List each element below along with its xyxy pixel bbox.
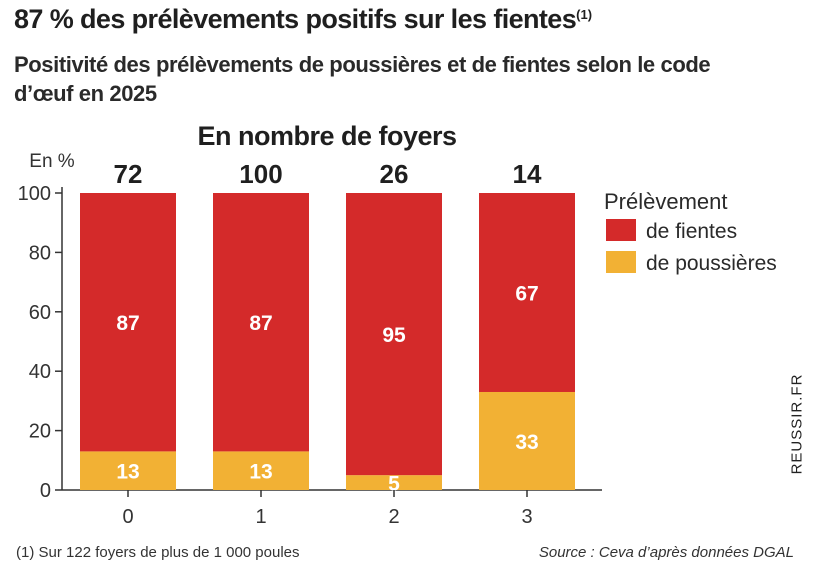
bar-count-label: 72 [114,159,143,189]
brand-watermark: REUSSIR.FR [788,373,806,475]
bar-segment-dust [213,451,309,490]
legend-item-dust-label: de poussières [646,252,777,275]
y-tick-label: 20 [29,421,51,443]
x-tick-label: 2 [388,506,399,528]
data-label-dust: 13 [249,461,272,484]
data-label-dust: 13 [116,461,139,484]
x-tick-label: 1 [255,506,266,528]
x-tick-label: 0 [122,506,133,528]
y-tick-label: 40 [29,361,51,383]
legend-item-droppings-label: de fientes [646,220,737,243]
legend-item-droppings-swatch [606,219,636,241]
bar-segment-droppings [213,193,309,452]
bar-count-label: 14 [513,159,542,189]
data-label-droppings: 67 [515,282,538,305]
legend-item-dust-swatch [606,251,636,273]
bar-count-label: 26 [380,159,409,189]
y-tick-label: 0 [40,480,51,502]
chart-subtitle: Positivité des prélèvements de poussière… [14,52,711,106]
x-tick-label: 3 [521,506,532,528]
bar-segment-dust [346,475,442,490]
y-tick-label: 80 [29,242,51,264]
bar-segment-droppings [80,193,176,452]
data-label-dust: 33 [515,431,538,454]
bar-segment-droppings [479,193,575,392]
headline-text: 87 % des prélèvements positifs sur les f… [14,4,577,34]
y-unit-label: En % [29,151,75,172]
footnote: (1) Sur 122 foyers de plus de 1 000 poul… [16,544,300,561]
y-tick-label: 60 [29,302,51,324]
legend-title: Prélèvement [604,189,728,214]
data-label-droppings: 87 [116,312,139,335]
bar-segment-dust [479,391,575,490]
y-tick-label: 100 [18,183,51,205]
chart-headline: 87 % des prélèvements positifs sur les f… [14,4,592,35]
bar-segment-dust [80,451,176,490]
data-label-dust: 5 [388,473,400,496]
source-credit: Source : Ceva d’après données DGAL [538,544,794,561]
count-header: En nombre de foyers [197,121,456,151]
data-label-droppings: 95 [382,324,406,347]
bar-segment-droppings [346,193,442,476]
bar-count-label: 100 [239,159,282,189]
headline-note-mark: (1) [576,7,593,22]
data-label-droppings: 87 [249,312,272,335]
